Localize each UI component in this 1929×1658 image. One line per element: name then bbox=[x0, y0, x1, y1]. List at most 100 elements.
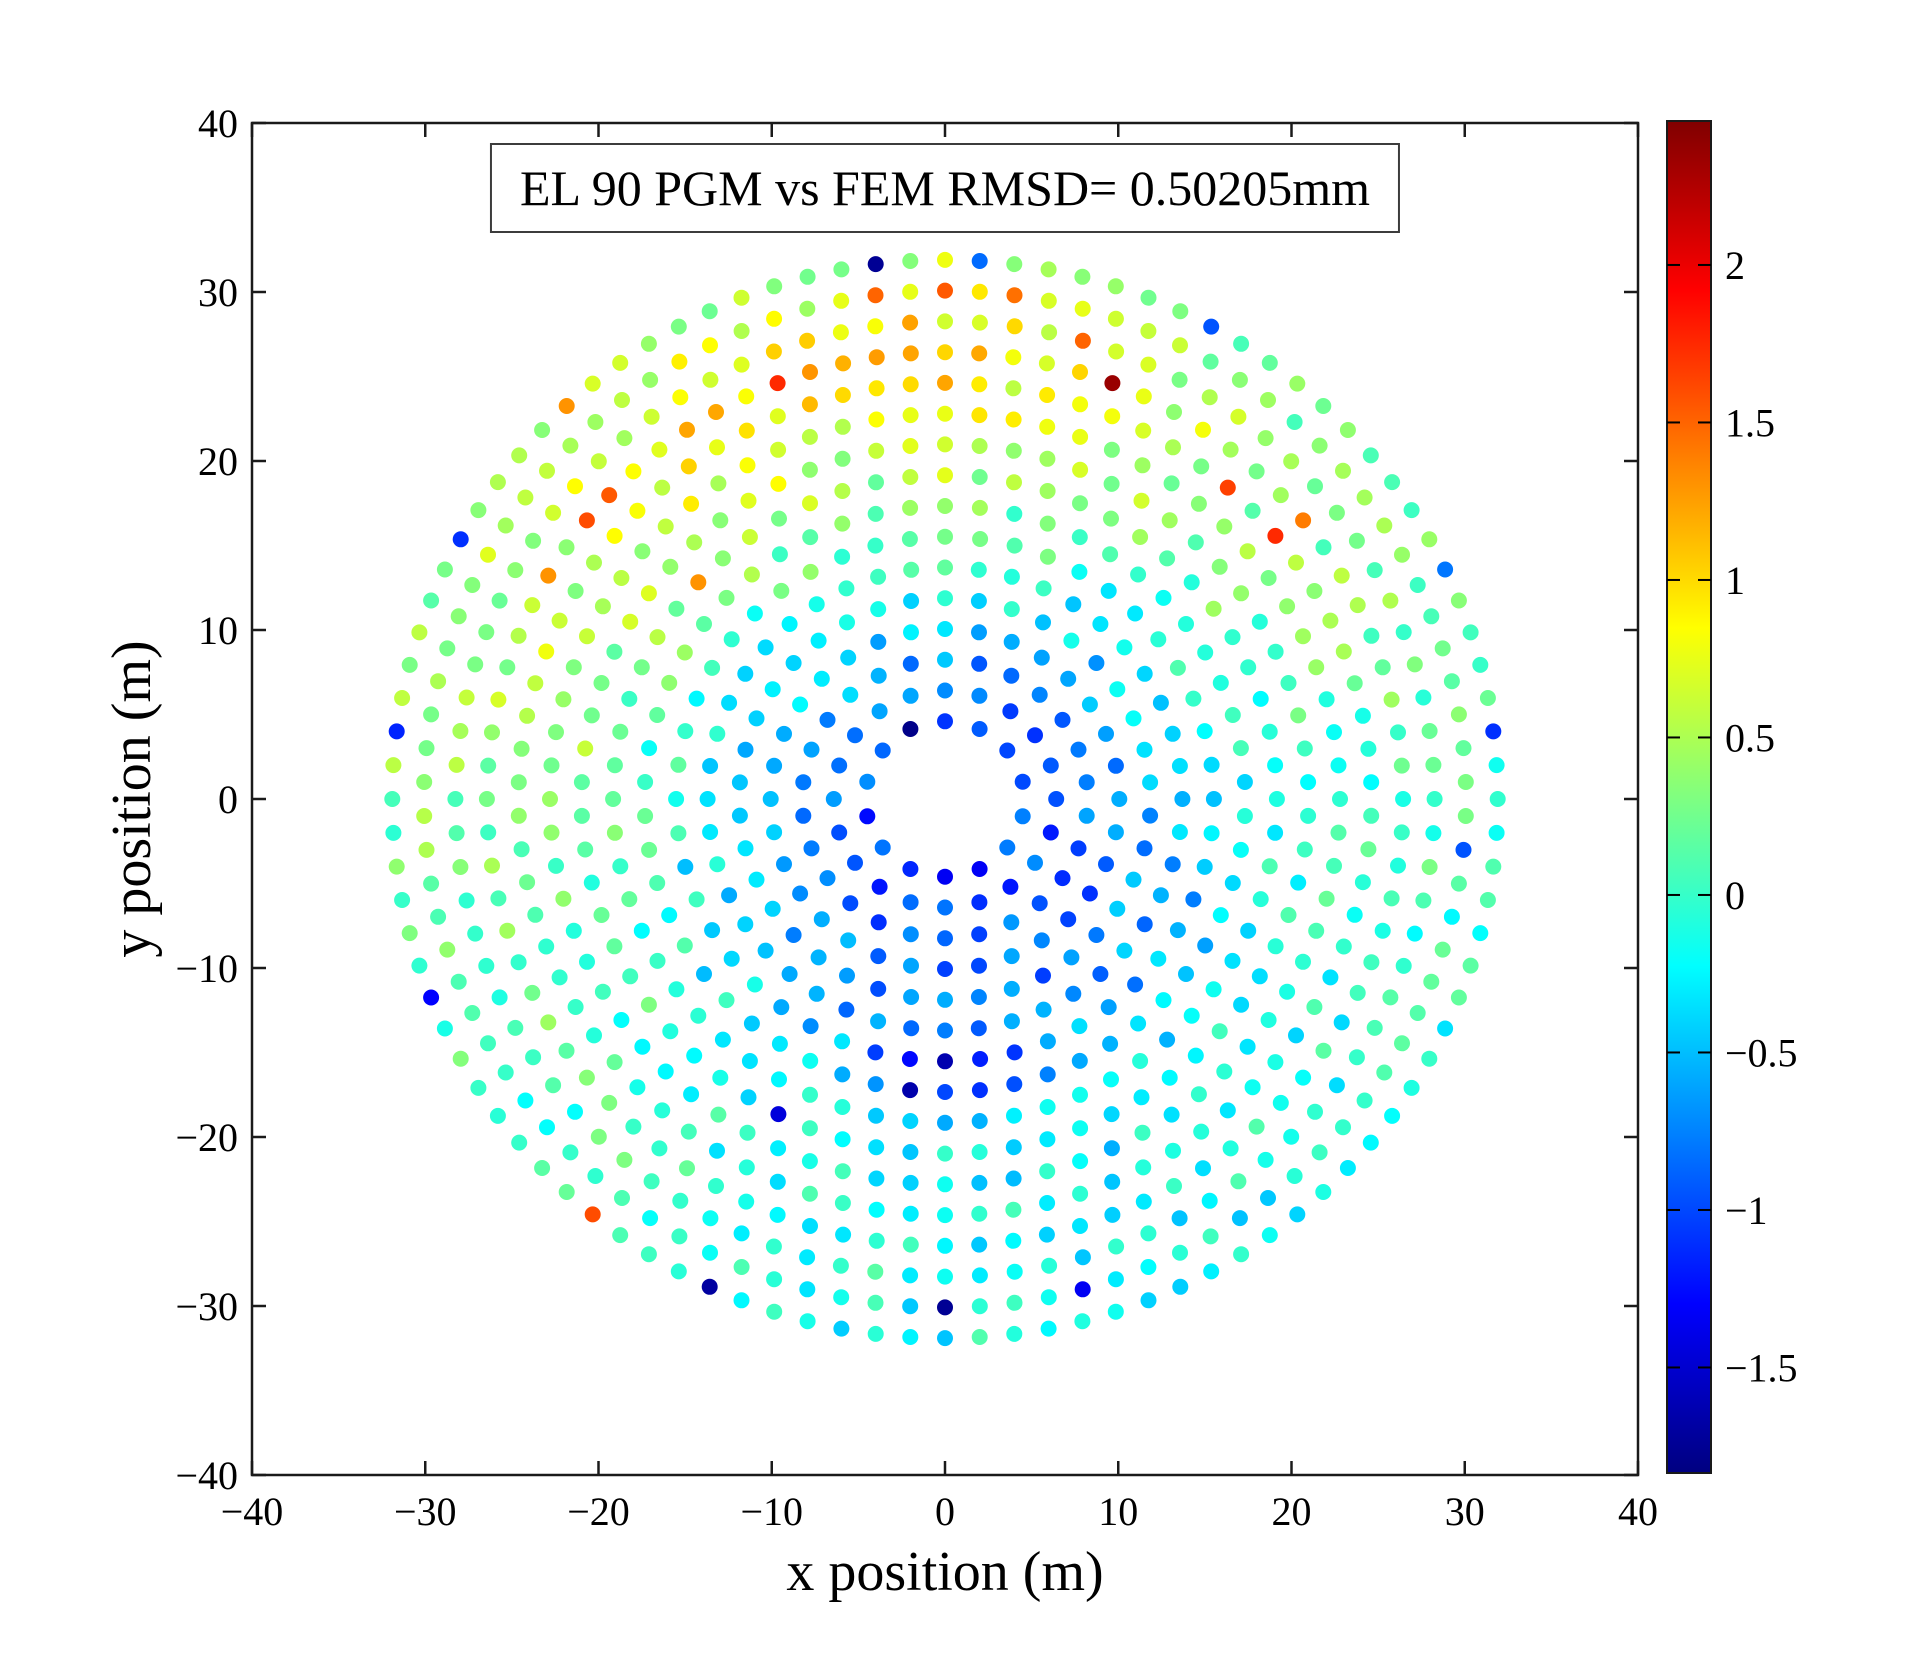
data-point bbox=[1152, 694, 1169, 711]
data-point bbox=[649, 629, 666, 646]
data-point bbox=[1135, 422, 1152, 439]
data-point bbox=[1409, 577, 1426, 593]
data-point bbox=[1107, 824, 1124, 841]
data-point bbox=[1132, 1053, 1149, 1069]
data-point bbox=[1074, 1281, 1091, 1298]
data-point bbox=[507, 562, 524, 579]
data-point bbox=[867, 256, 884, 273]
data-point bbox=[748, 871, 765, 888]
data-point bbox=[971, 345, 988, 362]
data-point bbox=[971, 1298, 988, 1315]
data-point bbox=[1005, 1201, 1022, 1218]
data-point bbox=[746, 605, 763, 622]
data-point bbox=[765, 343, 782, 360]
data-point bbox=[832, 1257, 849, 1274]
data-point bbox=[1356, 489, 1373, 506]
data-point bbox=[1038, 355, 1055, 372]
data-point bbox=[937, 559, 953, 576]
data-point bbox=[937, 868, 953, 885]
data-point bbox=[870, 914, 887, 931]
data-point bbox=[1116, 639, 1133, 656]
data-point bbox=[1239, 543, 1256, 560]
data-point bbox=[799, 1313, 816, 1330]
data-point bbox=[605, 791, 622, 807]
data-point bbox=[1134, 1124, 1151, 1141]
data-point bbox=[1107, 1303, 1124, 1320]
data-point bbox=[1261, 723, 1278, 740]
data-point bbox=[1232, 841, 1249, 858]
data-point bbox=[1104, 1173, 1121, 1190]
data-point bbox=[1109, 900, 1126, 917]
data-point bbox=[452, 531, 469, 548]
data-point bbox=[971, 926, 988, 943]
data-point bbox=[558, 1042, 575, 1059]
data-point bbox=[834, 450, 851, 467]
data-point bbox=[1152, 887, 1169, 904]
data-point bbox=[1374, 659, 1391, 676]
data-point bbox=[458, 892, 475, 909]
data-point bbox=[971, 314, 988, 331]
data-point bbox=[868, 380, 885, 397]
data-point bbox=[770, 1106, 787, 1123]
data-point bbox=[1222, 441, 1239, 458]
data-point bbox=[1224, 875, 1241, 891]
data-point bbox=[642, 1210, 659, 1227]
data-point bbox=[1252, 891, 1269, 908]
data-point bbox=[1261, 858, 1278, 875]
data-point bbox=[847, 854, 863, 871]
data-point bbox=[743, 1015, 760, 1032]
data-point bbox=[902, 1082, 919, 1099]
data-point bbox=[657, 1063, 674, 1080]
data-point bbox=[538, 938, 555, 955]
data-point bbox=[614, 392, 630, 408]
data-point bbox=[1423, 973, 1440, 990]
data-point bbox=[430, 908, 447, 925]
data-point bbox=[464, 1005, 481, 1021]
data-point bbox=[1434, 640, 1451, 657]
data-point bbox=[937, 467, 953, 484]
data-point bbox=[1202, 1228, 1219, 1245]
data-point bbox=[718, 589, 735, 606]
data-point bbox=[1354, 874, 1371, 891]
data-point bbox=[1346, 675, 1363, 692]
data-point bbox=[1172, 1244, 1188, 1261]
data-point bbox=[902, 253, 919, 269]
data-point bbox=[937, 713, 953, 730]
data-point bbox=[1348, 1049, 1365, 1066]
data-point bbox=[1164, 856, 1181, 873]
data-point bbox=[1415, 689, 1432, 706]
data-point bbox=[562, 1144, 579, 1161]
data-point bbox=[1183, 1007, 1200, 1024]
data-point bbox=[868, 1201, 885, 1218]
data-point bbox=[733, 289, 750, 306]
data-point bbox=[764, 900, 781, 917]
data-point bbox=[551, 969, 568, 986]
data-point bbox=[671, 353, 688, 370]
data-point bbox=[394, 892, 411, 908]
data-point bbox=[622, 968, 639, 985]
data-point bbox=[859, 808, 876, 825]
data-point bbox=[545, 1077, 562, 1094]
data-point bbox=[737, 741, 754, 758]
data-point bbox=[902, 314, 919, 331]
data-point bbox=[1415, 892, 1432, 909]
data-point bbox=[416, 774, 433, 790]
data-point bbox=[1006, 256, 1023, 273]
data-point bbox=[1072, 1153, 1089, 1170]
data-point bbox=[1203, 756, 1220, 773]
data-point bbox=[1236, 774, 1253, 790]
data-point bbox=[937, 498, 953, 514]
data-point bbox=[1006, 1325, 1023, 1342]
data-point bbox=[1039, 1163, 1056, 1180]
data-point bbox=[1060, 670, 1077, 687]
data-point bbox=[1244, 502, 1261, 519]
data-point bbox=[1335, 462, 1351, 479]
data-point bbox=[795, 774, 812, 791]
data-point bbox=[799, 300, 816, 317]
data-point bbox=[642, 371, 659, 388]
data-point bbox=[971, 283, 988, 300]
data-point bbox=[629, 502, 646, 519]
data-point bbox=[1236, 808, 1253, 824]
data-point bbox=[870, 980, 887, 997]
